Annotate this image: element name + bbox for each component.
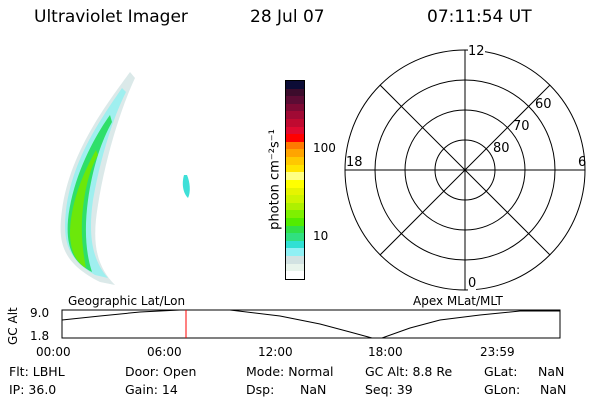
xtick-3: 18:00 <box>368 345 403 359</box>
colorbar-segment <box>286 164 304 173</box>
glon-value: NaN <box>540 382 567 397</box>
apex-caption: Apex MLat/MLT <box>413 294 503 308</box>
colorbar-segment <box>286 263 304 272</box>
colorbar-segment <box>286 111 304 120</box>
mlt-12: 12 <box>468 44 485 59</box>
colorbar-segment <box>286 210 304 218</box>
colorbar-segment <box>286 202 304 211</box>
colorbar-segment <box>286 149 304 158</box>
xtick-0: 00:00 <box>36 345 71 359</box>
filter-info: Flt: LBHL <box>9 364 65 379</box>
ytick-1-8: 1.8 <box>30 329 50 343</box>
aurora-speck <box>182 175 190 198</box>
ip-info: IP: 36.0 <box>9 382 57 397</box>
time-label: 07:11:54 UT <box>427 7 532 27</box>
xtick-2: 12:00 <box>258 345 293 359</box>
colorbar-segment <box>286 141 304 150</box>
instrument-title: Ultraviolet Imager <box>34 7 188 27</box>
colorbar-segment <box>286 157 304 165</box>
colorbar-segment <box>286 233 304 241</box>
xtick-4: 23:59 <box>480 345 515 359</box>
colorbar-segment <box>286 88 304 97</box>
glon-label: GLon: <box>484 382 521 397</box>
altitude-ylabel: GC Alt <box>6 307 20 345</box>
colorbar-segment <box>286 103 304 112</box>
ytick-9: 9.0 <box>30 306 50 320</box>
colorbar-segment <box>286 240 304 249</box>
colorbar <box>285 80 305 280</box>
geographic-caption: Geographic Lat/Lon <box>68 294 186 308</box>
mlt-0: 0 <box>468 276 477 291</box>
colorbar-segment <box>286 217 304 226</box>
lat-80: 80 <box>493 141 510 156</box>
date-label: 28 Jul 07 <box>250 7 325 27</box>
mlt-6: 6 <box>578 155 587 170</box>
glat-value: NaN <box>538 364 565 379</box>
colorbar-segment <box>286 126 304 135</box>
colorbar-segment <box>286 248 304 257</box>
colorbar-segment <box>286 96 304 104</box>
aurora-core <box>70 150 98 268</box>
colorbar-segment <box>286 195 304 203</box>
dsp-label: Dsp: <box>246 382 275 397</box>
altitude-curve <box>61 309 560 339</box>
gc-alt-info: GC Alt: 8.8 Re <box>365 364 453 379</box>
plot-frame <box>61 309 561 339</box>
xtick-1: 06:00 <box>147 345 182 359</box>
lat-70: 70 <box>513 119 530 134</box>
colorbar-segment <box>286 172 304 180</box>
colorbar-segment <box>286 187 304 196</box>
colorbar-tick-10: 10 <box>313 229 329 243</box>
colorbar-segment <box>286 271 304 279</box>
mode-info: Mode: Normal <box>246 364 334 379</box>
diagonal-2 <box>379 84 551 256</box>
lat-60: 60 <box>535 97 552 112</box>
gain-info: Gain: 14 <box>125 382 178 397</box>
colorbar-segment <box>286 119 304 127</box>
colorbar-segment <box>286 225 304 234</box>
colorbar-segment <box>286 179 304 188</box>
colorbar-segment <box>286 134 304 142</box>
colorbar-segment <box>286 256 304 264</box>
dsp-value: NaN <box>300 382 327 397</box>
mlt-18: 18 <box>346 155 363 170</box>
seq-info: Seq: 39 <box>365 382 413 397</box>
colorbar-segment <box>286 81 304 89</box>
glat-label: GLat: <box>484 364 518 379</box>
colorbar-tick-100: 100 <box>313 141 336 155</box>
door-info: Door: Open <box>125 364 197 379</box>
